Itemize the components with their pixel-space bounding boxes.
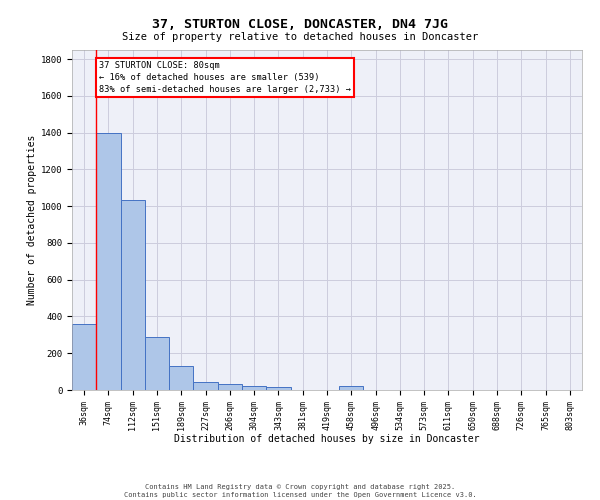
Bar [96, 132, 121, 390]
Bar [72, 324, 96, 390]
Bar [193, 382, 218, 390]
Text: 37, STURTON CLOSE, DONCASTER, DN4 7JG: 37, STURTON CLOSE, DONCASTER, DN4 7JG [152, 18, 448, 30]
Text: 37 STURTON CLOSE: 80sqm
← 16% of detached houses are smaller (539)
83% of semi-d: 37 STURTON CLOSE: 80sqm ← 16% of detache… [99, 61, 351, 94]
Bar [266, 387, 290, 390]
Bar [121, 200, 145, 390]
Text: Contains HM Land Registry data © Crown copyright and database right 2025.
Contai: Contains HM Land Registry data © Crown c… [124, 484, 476, 498]
Bar [218, 384, 242, 390]
Bar [145, 336, 169, 390]
Bar [242, 386, 266, 390]
Bar [339, 386, 364, 390]
Y-axis label: Number of detached properties: Number of detached properties [26, 135, 37, 305]
Bar [169, 366, 193, 390]
X-axis label: Distribution of detached houses by size in Doncaster: Distribution of detached houses by size … [174, 434, 480, 444]
Text: Size of property relative to detached houses in Doncaster: Size of property relative to detached ho… [122, 32, 478, 42]
